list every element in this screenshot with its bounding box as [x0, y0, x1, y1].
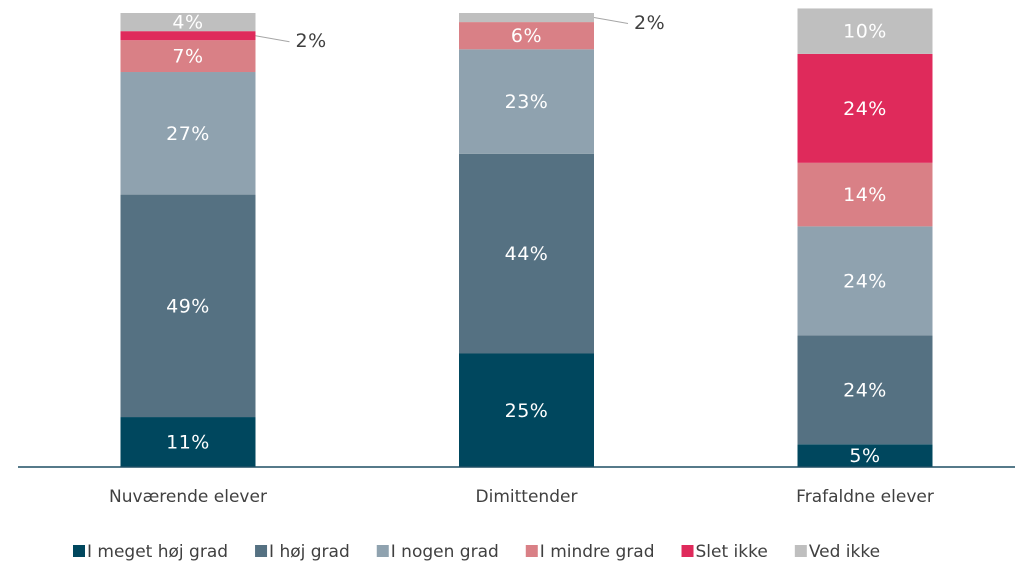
bar-segment — [459, 22, 594, 50]
legend-label: I høj grad — [269, 542, 350, 562]
bar-segment — [797, 162, 933, 227]
value-label: 27% — [166, 123, 210, 145]
legend-swatch — [73, 545, 85, 557]
value-label: 4% — [172, 12, 203, 34]
legend-label: Slet ikke — [696, 542, 768, 562]
bar-segment — [797, 444, 933, 467]
bar-segment — [797, 8, 933, 54]
bar-segment — [459, 13, 594, 23]
bar-segment — [120, 31, 256, 41]
legend-label: I mindre grad — [540, 542, 655, 562]
x-tick-label: Nuværende elever — [109, 487, 267, 507]
bar-segment — [797, 335, 933, 445]
legend-label: Ved ikke — [809, 542, 880, 562]
leader-line — [255, 35, 290, 43]
value-label: 49% — [166, 295, 210, 317]
legend-swatch — [376, 545, 389, 557]
value-label: 25% — [505, 400, 549, 422]
value-label: 6% — [511, 25, 542, 47]
bar-segment — [120, 13, 256, 32]
bar-segment — [120, 194, 256, 418]
value-label: 5% — [849, 445, 880, 467]
value-label: 14% — [843, 184, 887, 206]
bar-segment — [797, 226, 933, 336]
legend-swatch — [525, 545, 538, 557]
value-label: 7% — [172, 46, 203, 68]
value-label: 11% — [166, 432, 210, 454]
value-label: 23% — [505, 91, 549, 113]
x-tick-label: Frafaldne elever — [796, 487, 934, 507]
value-label: 24% — [843, 270, 887, 292]
bar-segment — [120, 72, 256, 195]
legend-label: I nogen grad — [391, 542, 499, 562]
value-label: 24% — [843, 379, 887, 401]
value-label: 44% — [505, 243, 549, 265]
value-label: 24% — [843, 98, 887, 120]
legend-label: I meget høj grad — [87, 542, 228, 562]
value-label: 2% — [634, 12, 665, 34]
bar-segment — [459, 353, 594, 467]
leader-line — [593, 17, 629, 25]
value-label: 10% — [843, 21, 887, 43]
bar-segment — [459, 153, 594, 354]
value-label: 2% — [296, 30, 327, 52]
legend-swatch — [681, 545, 694, 557]
legend-swatch — [255, 545, 268, 557]
bar-segment — [459, 49, 594, 154]
bar-segment — [120, 417, 256, 467]
x-tick-label: Dimittender — [476, 487, 578, 507]
legend-swatch — [794, 545, 807, 557]
bar-segment — [120, 40, 256, 73]
bar-segment — [797, 53, 933, 163]
